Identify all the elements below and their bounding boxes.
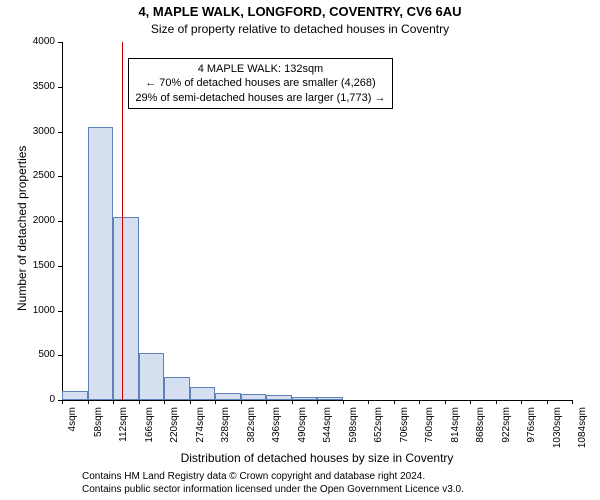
x-tick-label: 436sqm	[271, 407, 282, 457]
y-tick-label: 0	[0, 394, 55, 405]
x-tick-label: 112sqm	[118, 407, 129, 457]
y-tick-label: 3500	[0, 81, 55, 92]
x-tick-label: 544sqm	[322, 407, 333, 457]
y-tick-label: 1500	[0, 260, 55, 271]
footer-line-1: Contains HM Land Registry data © Crown c…	[82, 470, 464, 483]
histogram-bar	[62, 391, 88, 400]
x-tick-label: 976sqm	[526, 407, 537, 457]
histogram-bar	[139, 353, 165, 400]
x-tick-label: 706sqm	[399, 407, 410, 457]
y-tick-label: 500	[0, 349, 55, 360]
annotation-line-1: 4 MAPLE WALK: 132sqm	[135, 62, 385, 76]
histogram-bar	[215, 393, 241, 400]
histogram-bar	[113, 217, 139, 400]
x-tick-label: 868sqm	[475, 407, 486, 457]
histogram-bar	[292, 397, 318, 400]
x-tick-label: 166sqm	[144, 407, 155, 457]
x-axis-label: Distribution of detached houses by size …	[62, 451, 572, 465]
x-tick-label: 382sqm	[246, 407, 257, 457]
histogram-bar	[88, 127, 114, 400]
annotation-line-2: ← 70% of detached houses are smaller (4,…	[135, 76, 385, 90]
footer-line-2: Contains public sector information licen…	[82, 483, 464, 496]
chart-subtitle: Size of property relative to detached ho…	[0, 22, 600, 36]
annotation-line-3: 29% of semi-detached houses are larger (…	[135, 91, 385, 105]
y-tick-label: 2500	[0, 170, 55, 181]
histogram-bar	[164, 377, 190, 400]
x-tick-label: 760sqm	[424, 407, 435, 457]
x-tick-label: 4sqm	[67, 407, 78, 457]
y-tick-label: 3000	[0, 126, 55, 137]
x-tick-label: 814sqm	[450, 407, 461, 457]
marker-line	[122, 42, 123, 400]
histogram-bar	[241, 394, 267, 400]
x-tick-label: 58sqm	[93, 407, 104, 457]
x-tick-label: 1084sqm	[577, 407, 588, 457]
annotation-box: 4 MAPLE WALK: 132sqm ← 70% of detached h…	[128, 58, 392, 109]
x-tick-label: 1030sqm	[552, 407, 563, 457]
x-tick-label: 598sqm	[348, 407, 359, 457]
footer-text: Contains HM Land Registry data © Crown c…	[82, 470, 464, 496]
histogram-chart: 4, MAPLE WALK, LONGFORD, COVENTRY, CV6 6…	[0, 0, 600, 500]
x-tick-label: 328sqm	[220, 407, 231, 457]
x-tick-label: 652sqm	[373, 407, 384, 457]
histogram-bar	[190, 387, 216, 400]
x-tick-label: 490sqm	[297, 407, 308, 457]
chart-title: 4, MAPLE WALK, LONGFORD, COVENTRY, CV6 6…	[0, 4, 600, 19]
histogram-bar	[317, 397, 343, 400]
y-tick-label: 4000	[0, 36, 55, 47]
x-tick-label: 922sqm	[501, 407, 512, 457]
histogram-bar	[266, 395, 292, 400]
x-tick-label: 220sqm	[169, 407, 180, 457]
y-tick-label: 2000	[0, 215, 55, 226]
x-tick-label: 274sqm	[195, 407, 206, 457]
y-tick-label: 1000	[0, 305, 55, 316]
